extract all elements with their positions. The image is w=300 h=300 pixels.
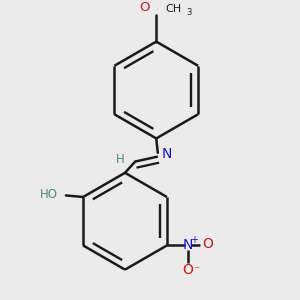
Text: HO: HO bbox=[40, 188, 58, 201]
Text: O: O bbox=[182, 263, 193, 277]
Text: O: O bbox=[139, 1, 150, 14]
Text: ⁻: ⁻ bbox=[194, 265, 200, 275]
Text: N: N bbox=[161, 147, 172, 161]
Text: O: O bbox=[202, 237, 213, 251]
Text: N: N bbox=[183, 238, 193, 252]
Text: +: + bbox=[190, 235, 198, 245]
Text: CH: CH bbox=[165, 4, 181, 14]
Text: H: H bbox=[116, 154, 124, 166]
Text: 3: 3 bbox=[186, 8, 191, 17]
